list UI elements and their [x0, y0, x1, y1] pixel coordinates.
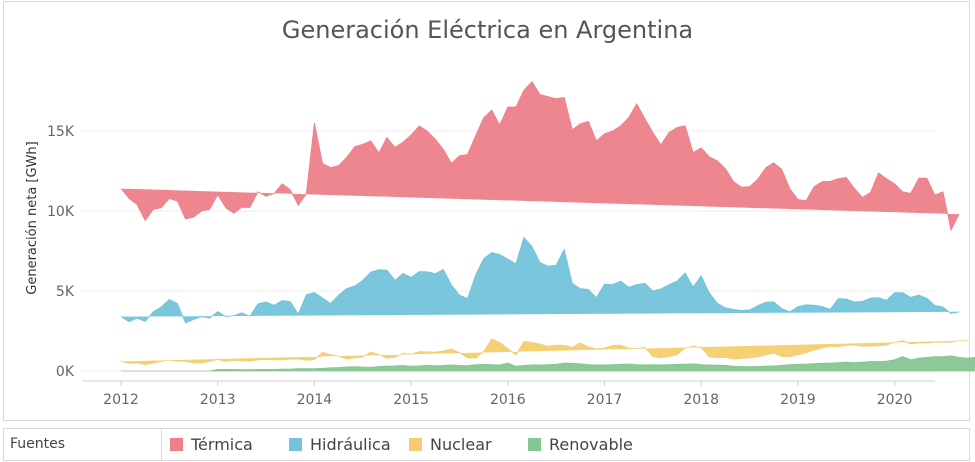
y-tick-label: 15K [47, 124, 75, 140]
x-tick-label: 2013 [200, 392, 236, 408]
area-termica[interactable] [120, 81, 960, 232]
x-tick-label: 2015 [393, 392, 429, 408]
legend-item-termica[interactable]: Térmica [170, 429, 253, 460]
legend-title: Fuentes [4, 429, 162, 460]
area-renovable[interactable] [121, 355, 975, 372]
y-axis-title: Generación neta [GWh] [25, 141, 40, 294]
x-tick-label: 2016 [490, 392, 526, 408]
chart-title: Generación Eléctrica en Argentina [281, 16, 694, 44]
legend-swatch-nuclear [409, 438, 422, 451]
area-nuclear[interactable] [120, 338, 968, 366]
legend-item-renovable[interactable]: Renovable [528, 429, 633, 460]
legend-swatch-hidraulica [289, 438, 302, 451]
axes: 0K 5K 10K 15K 2012 2013 2014 2015 2016 2017 2018 20… [47, 124, 935, 408]
legend-label-renovable: Renovable [549, 435, 633, 454]
y-tick-label: 0K [56, 364, 75, 380]
x-tick-label: 2020 [877, 392, 913, 408]
legend-label-nuclear: Nuclear [430, 435, 492, 454]
legend-swatch-termica [170, 438, 183, 451]
x-tick-label: 2012 [103, 392, 139, 408]
legend: Fuentes Térmica Hidráulica Nuclear Renov… [3, 428, 970, 461]
legend-item-hidraulica[interactable]: Hidráulica [289, 429, 391, 460]
area-hidraulica[interactable] [120, 236, 960, 324]
legend-label-hidraulica: Hidráulica [310, 435, 391, 454]
y-tick-label: 10K [47, 204, 75, 220]
x-tick-label: 2019 [780, 392, 816, 408]
x-tick-label: 2018 [683, 392, 719, 408]
x-tick-label: 2014 [297, 392, 333, 408]
chart-area: 0K 5K 10K 15K 2012 2013 2014 2015 2016 2017 2018 20… [25, 81, 975, 408]
x-tick-label: 2017 [587, 392, 623, 408]
y-tick-label: 5K [56, 284, 75, 300]
legend-label-termica: Térmica [191, 435, 253, 454]
legend-swatch-renovable [528, 438, 541, 451]
area-series [120, 81, 975, 372]
legend-item-nuclear[interactable]: Nuclear [409, 429, 492, 460]
